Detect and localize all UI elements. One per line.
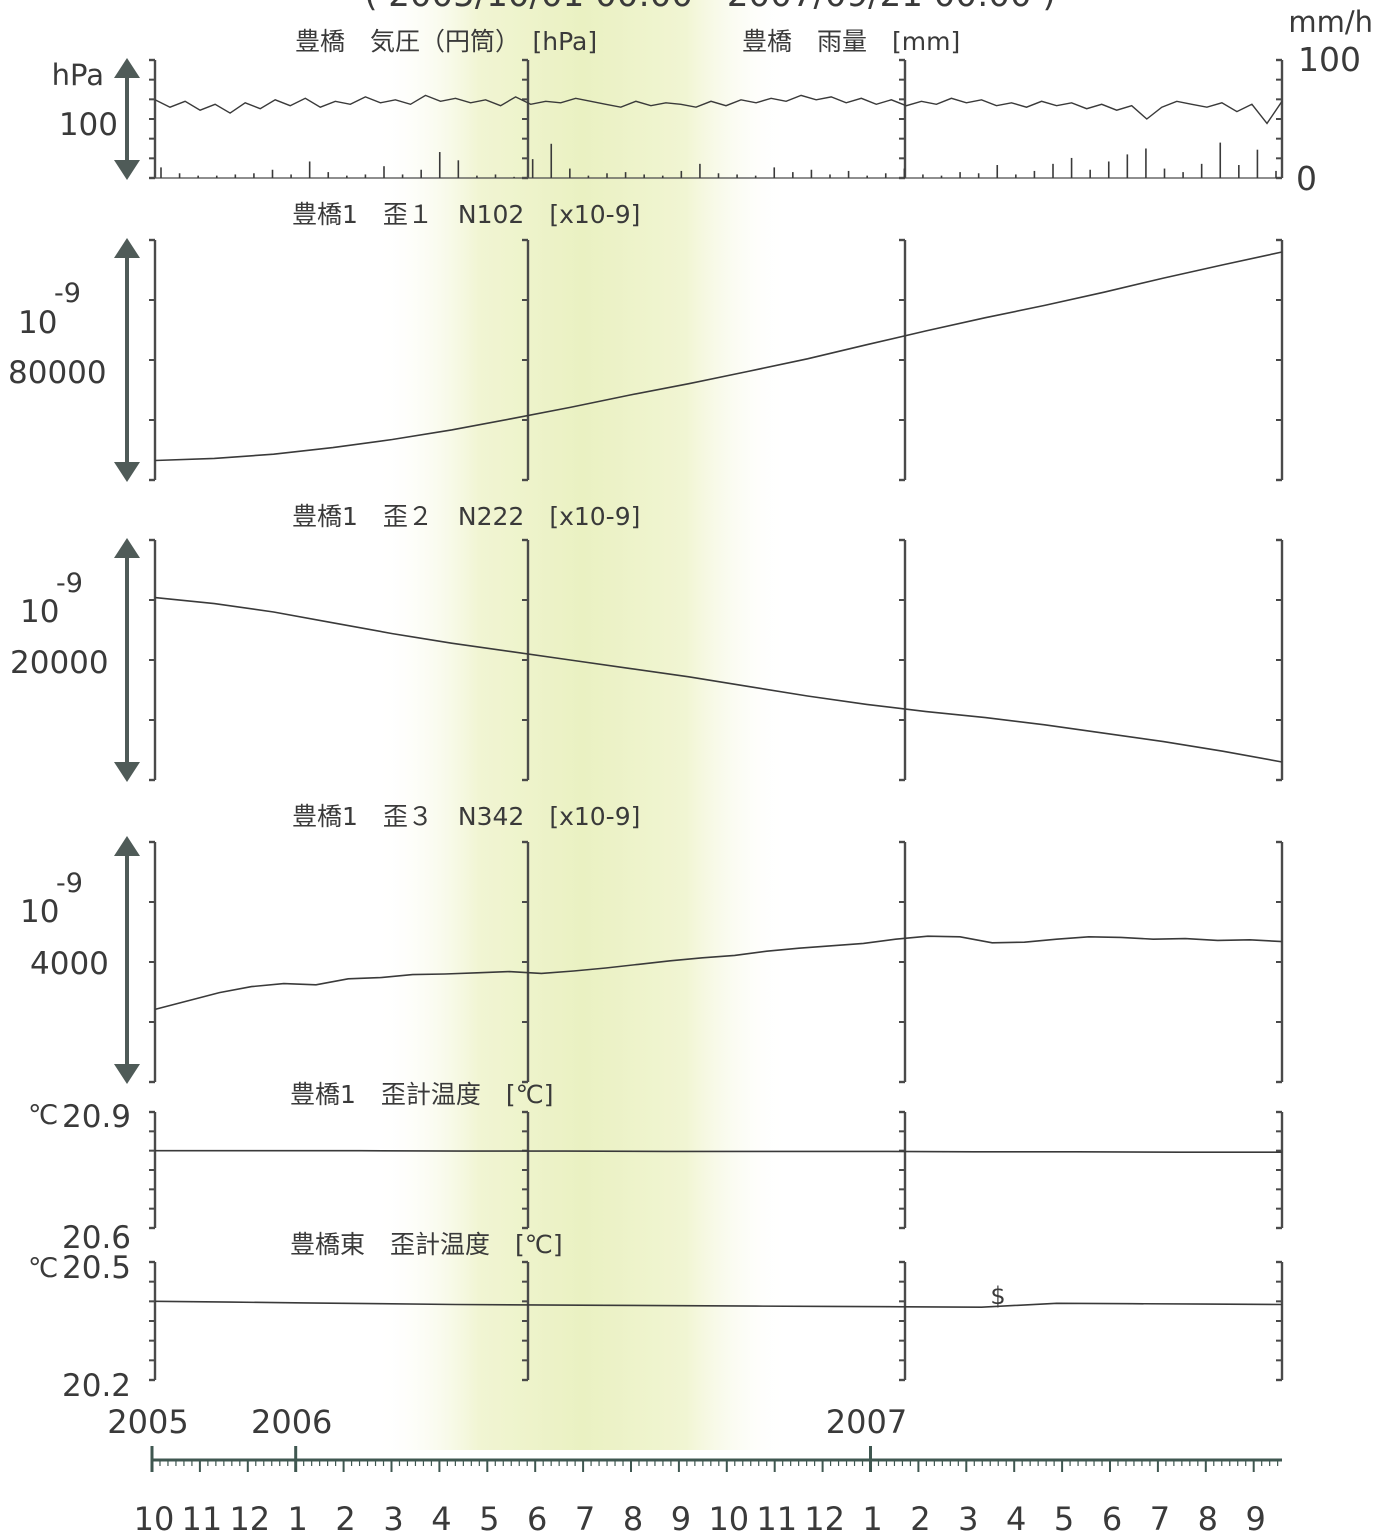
month-label: 4 (1006, 1500, 1026, 1536)
pressure-rain-panel: 豊橋 気圧（円筒） [hPa] 豊橋 雨量 [mm] hPa 100 mm/h … (52, 5, 1373, 198)
period-header: ( 2005/10/01 00:00 - 2007/09/21 00:00 ) (364, 0, 1056, 15)
highlight-band (375, 0, 790, 1450)
temp1-panel: 豊橋1 歪計温度 [℃] ℃ 20.9 20.6 (28, 1080, 554, 1256)
rain-title: 豊橋 雨量 [mm] (742, 27, 960, 56)
month-label: 11 (182, 1500, 223, 1536)
strain3-scale-base: 10 (20, 894, 59, 930)
strain1-arrow-up (114, 238, 140, 258)
hpa-scale: 100 (59, 107, 118, 143)
plot-layer (114, 58, 1284, 1382)
month-label: 10 (708, 1500, 749, 1536)
year-label: 2005 (107, 1403, 188, 1441)
temp1-unit: ℃ (28, 1100, 58, 1131)
hpa-label: hPa (52, 58, 104, 92)
month-label: 10 (134, 1500, 175, 1536)
strain1-scale-exp: -9 (54, 278, 81, 309)
strain2-scale-value: 20000 (10, 645, 109, 681)
pressure-title: 豊橋 気圧（円筒） [hPa] (295, 27, 597, 56)
month-label: 5 (1054, 1500, 1074, 1536)
month-label: 8 (623, 1500, 643, 1536)
pressure-line (154, 94, 1283, 125)
strain1-title: 豊橋1 歪１ N102 [x10-9] (292, 200, 640, 229)
strain2-panel: 豊橋1 歪２ N222 [x10-9] 10 -9 20000 (10, 502, 640, 681)
temp1-top: 20.9 (62, 1099, 131, 1135)
step-marker: $ (990, 1282, 1005, 1310)
month-label: 2 (910, 1500, 930, 1536)
month-label: 1 (288, 1500, 308, 1536)
strain2-scale-base: 10 (20, 594, 59, 630)
month-label: 8 (1198, 1500, 1218, 1536)
year-label: 2006 (251, 1403, 332, 1441)
temp2-top: 20.5 (62, 1250, 131, 1286)
month-label: 9 (671, 1500, 691, 1536)
temp2-panel: 豊橋東 歪計温度 [℃] ℃ 20.5 20.2 $ (28, 1230, 1006, 1404)
strain2-arrow-up (114, 538, 140, 558)
temp2-title: 豊橋東 歪計温度 [℃] (290, 1230, 563, 1259)
month-label: 12 (229, 1500, 270, 1536)
month-label: 1 (862, 1500, 882, 1536)
strain3-arrow-up (114, 836, 140, 856)
strain1-line (154, 251, 1283, 462)
temp2-line (154, 1300, 1283, 1309)
pressure-arrow-up (114, 58, 140, 78)
month-label: 5 (479, 1500, 499, 1536)
strain1-scale-base: 10 (18, 305, 57, 341)
strain2-line (154, 596, 1283, 763)
temp2-unit: ℃ (28, 1253, 58, 1284)
temp1-line (155, 1149, 1282, 1153)
temp2-bottom: 20.2 (62, 1368, 131, 1404)
month-label: 4 (431, 1500, 451, 1536)
month-label: 11 (756, 1500, 797, 1536)
strain3-line (154, 935, 1283, 1011)
temp1-bottom: 20.6 (62, 1220, 131, 1256)
month-label: 6 (1102, 1500, 1122, 1536)
strain3-title: 豊橋1 歪３ N342 [x10-9] (292, 802, 640, 831)
mmh-label: mm/h (1288, 5, 1373, 39)
month-label: 6 (527, 1500, 547, 1536)
month-label: 12 (804, 1500, 845, 1536)
strain2-title: 豊橋1 歪２ N222 [x10-9] (292, 502, 640, 531)
month-label: 9 (1246, 1500, 1266, 1536)
rain-top: 100 (1298, 40, 1361, 79)
month-label: 3 (383, 1500, 403, 1536)
year-label: 2007 (826, 1403, 907, 1441)
strain2-scale-exp: -9 (56, 568, 83, 599)
month-label: 3 (958, 1500, 978, 1536)
strain1-scale-value: 80000 (8, 355, 107, 391)
month-label: 7 (1150, 1500, 1170, 1536)
strain2-arrow-down (114, 762, 140, 782)
month-label: 7 (575, 1500, 595, 1536)
strain3-scale-exp: -9 (56, 868, 83, 899)
pressure-arrow-down (114, 160, 140, 180)
temp1-title: 豊橋1 歪計温度 [℃] (290, 1080, 554, 1109)
strain1-arrow-down (114, 462, 140, 482)
month-label: 2 (335, 1500, 355, 1536)
strain3-arrow-down (114, 1064, 140, 1084)
rain-zero: 0 (1296, 159, 1317, 198)
strain3-scale-value: 4000 (30, 946, 109, 982)
strain3-panel: 豊橋1 歪３ N342 [x10-9] 10 -9 4000 (20, 802, 640, 982)
strain1-panel: 豊橋1 歪１ N102 [x10-9] 10 -9 80000 (8, 200, 640, 391)
